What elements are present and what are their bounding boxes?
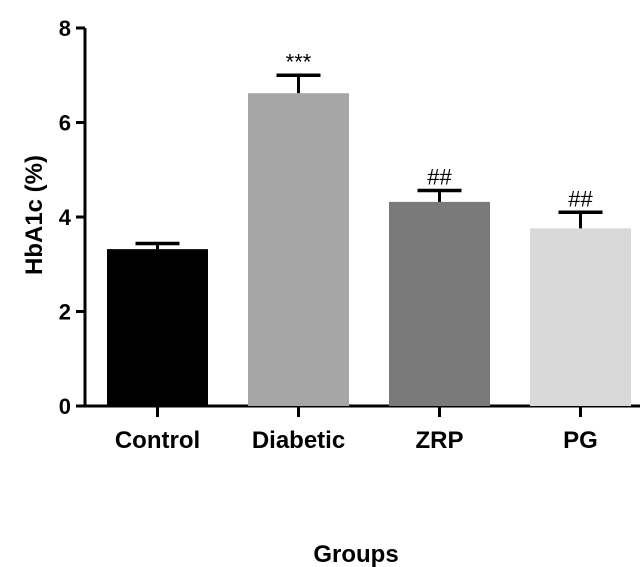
bar-zrp — [389, 201, 490, 406]
bar-control — [107, 249, 208, 406]
significance-label: *** — [286, 49, 312, 74]
y-tick-label: 2 — [59, 300, 71, 325]
x-tick-label: Diabetic — [252, 427, 345, 454]
bars — [107, 73, 631, 406]
labels: 0 2 4 6 8 Control Diabetic *** ZRP ## PG ## — [59, 16, 598, 454]
y-tick-label: 0 — [59, 394, 71, 419]
y-tick-label: 8 — [59, 16, 71, 41]
x-tick-label: PG — [563, 427, 598, 454]
bar-diabetic — [248, 93, 349, 406]
y-tick-label: 6 — [59, 111, 71, 136]
significance-label: ## — [568, 186, 593, 211]
x-tick-label: ZRP — [416, 427, 464, 454]
x-axis-title: Groups — [313, 541, 398, 567]
bar-pg — [530, 228, 631, 406]
x-tick-label: Control — [115, 427, 200, 454]
y-tick-label: 4 — [59, 205, 72, 230]
y-axis-title: HbA1c (%) — [21, 155, 48, 275]
significance-label: ## — [427, 165, 452, 190]
